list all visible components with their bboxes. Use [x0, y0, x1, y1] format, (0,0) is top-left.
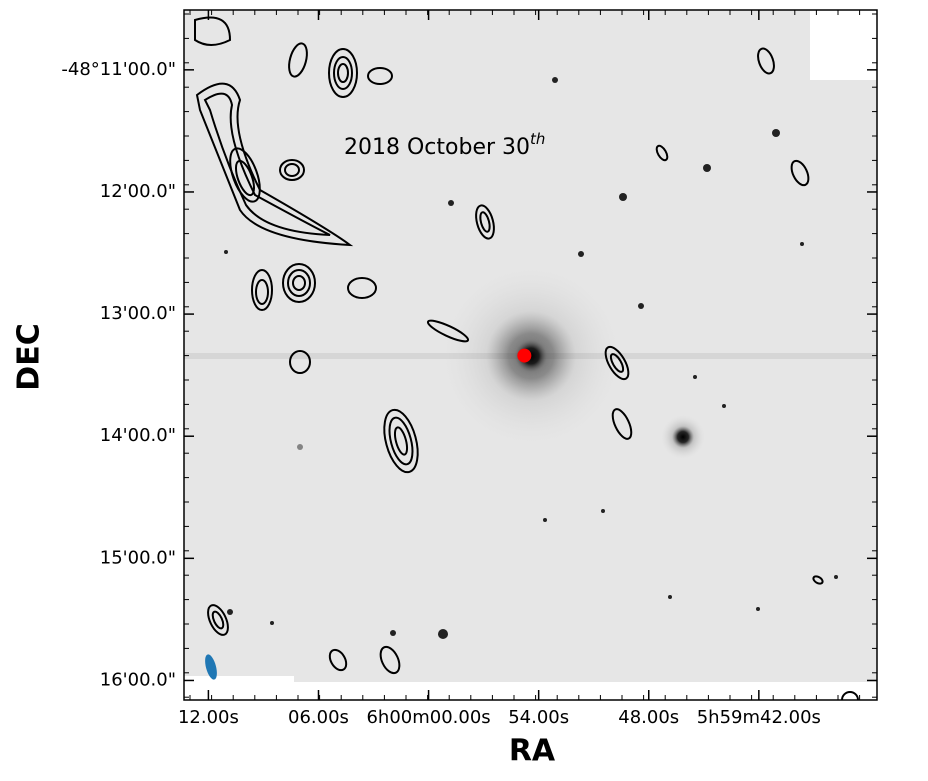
x-tick-label: 48.00s [618, 707, 679, 728]
annotation: 2018 October 30th [344, 130, 545, 161]
annotation-text: 2018 October 30 [344, 135, 530, 160]
y-tick-label: 16'00.0" [100, 669, 176, 690]
sky-image [184, 10, 877, 700]
x-tick-label: 12.00s [178, 707, 239, 728]
x-tick-label: 5h59m42.00s [697, 707, 821, 728]
x-tick-label: 54.00s [508, 707, 569, 728]
y-tick-label: 15'00.0" [100, 547, 176, 568]
x-axis-label: RA [509, 734, 556, 769]
source-marker [517, 348, 532, 363]
y-tick-label: 12'00.0" [100, 181, 176, 202]
annotation-sup: th [530, 130, 545, 148]
y-tick-label: 14'00.0" [100, 425, 176, 446]
plot-frame [183, 9, 878, 701]
x-tick-label: 06.00s [288, 707, 349, 728]
y-axis-label: DEC [12, 323, 47, 390]
y-tick-label: 13'00.0" [100, 303, 176, 324]
x-tick-label: 6h00m00.00s [366, 707, 490, 728]
beam [205, 654, 217, 680]
y-tick-label: -48°11'00.0" [61, 59, 176, 80]
